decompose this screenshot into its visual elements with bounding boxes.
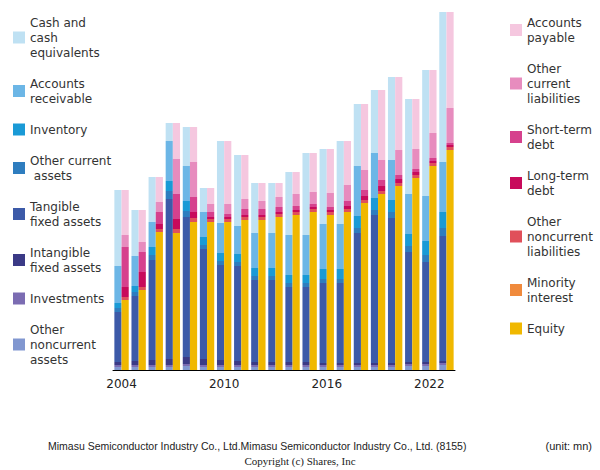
svg-text:interest: interest [527,291,573,305]
svg-text:debt: debt [527,184,555,198]
svg-text:Intangible: Intangible [30,246,94,260]
svg-text:Long-term: Long-term [527,169,593,183]
svg-text:Copyright (c) Shares, Inc: Copyright (c) Shares, Inc [244,455,355,468]
svg-text:noncurrent: noncurrent [30,338,100,352]
svg-text:2016: 2016 [311,377,342,391]
svg-text:liabilities: liabilities [527,92,580,106]
svg-text:assets: assets [30,169,72,183]
svg-text:Other current: Other current [30,154,111,168]
svg-text:2022: 2022 [414,377,445,391]
svg-text:noncurrent: noncurrent [527,230,597,244]
svg-text:Equity: Equity [527,322,565,336]
svg-text:Accounts: Accounts [30,77,89,91]
svg-text:equivalents: equivalents [30,46,100,60]
svg-text:Cash and: Cash and [30,16,90,30]
svg-text:Other: Other [527,215,565,229]
svg-text:Tangible: Tangible [29,200,83,214]
svg-text:Inventory: Inventory [30,123,87,137]
svg-text:Accounts: Accounts [527,16,586,30]
svg-text:liabilities: liabilities [527,245,580,259]
svg-text:current: current [527,77,574,91]
svg-text:2010: 2010 [209,377,240,391]
svg-text:Other: Other [30,323,68,337]
svg-text:fixed assets: fixed assets [30,215,101,229]
svg-text:Other: Other [527,62,565,76]
svg-text:cash: cash [30,31,62,45]
svg-text:Investments: Investments [30,292,104,306]
svg-text:receivable: receivable [30,92,92,106]
svg-text:Short-term: Short-term [527,123,596,137]
svg-text:Mimasu Semiconductor Industry: Mimasu Semiconductor Industry Co., Ltd.M… [48,440,466,452]
svg-text:fixed assets: fixed assets [30,261,101,275]
svg-text:Minority: Minority [527,276,580,290]
svg-text:(unit: mn): (unit: mn) [546,440,592,452]
svg-text:debt: debt [527,138,555,152]
svg-text:payable: payable [527,31,575,45]
svg-text:assets: assets [30,353,68,367]
svg-text:2004: 2004 [106,377,137,391]
